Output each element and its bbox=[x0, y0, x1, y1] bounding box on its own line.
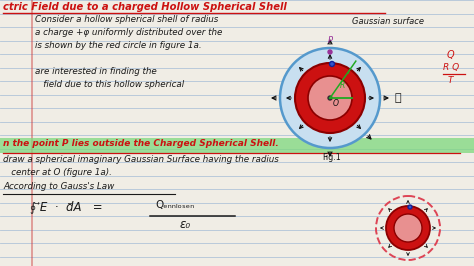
Circle shape bbox=[328, 96, 332, 100]
Text: n the point P lies outside the Charged Spherical Shell.: n the point P lies outside the Charged S… bbox=[3, 139, 279, 148]
Text: Q: Q bbox=[447, 50, 455, 60]
Circle shape bbox=[408, 205, 412, 209]
Text: R Q: R Q bbox=[443, 63, 459, 72]
Circle shape bbox=[328, 50, 332, 54]
Text: ε₀: ε₀ bbox=[180, 218, 191, 231]
Text: are interested in finding the: are interested in finding the bbox=[35, 67, 157, 76]
Text: is shown by the red circle in figure 1a.: is shown by the red circle in figure 1a. bbox=[35, 41, 201, 50]
Text: r: r bbox=[348, 67, 351, 76]
Text: a charge +φ uniformly distributed over the: a charge +φ uniformly distributed over t… bbox=[35, 28, 222, 37]
Text: draw a spherical imaginary Gaussian Surface having the radius: draw a spherical imaginary Gaussian Surf… bbox=[3, 155, 279, 164]
Text: Qₑₙₙₗₒₛₑₙ: Qₑₙₙₗₒₛₑₙ bbox=[155, 200, 194, 210]
Text: According to Gauss's Law: According to Gauss's Law bbox=[3, 182, 114, 191]
Circle shape bbox=[280, 48, 380, 148]
Text: P: P bbox=[328, 36, 333, 45]
Text: Consider a hollow spherical shell of radius: Consider a hollow spherical shell of rad… bbox=[35, 15, 218, 24]
Text: ∮ ⃗E  ·  d⃗A   =: ∮ ⃗E · d⃗A = bbox=[30, 200, 103, 213]
Text: ⓐ: ⓐ bbox=[395, 93, 401, 103]
Circle shape bbox=[329, 61, 335, 66]
Circle shape bbox=[394, 214, 422, 242]
Text: Gaussian surface: Gaussian surface bbox=[352, 17, 424, 26]
Circle shape bbox=[386, 206, 430, 250]
Text: field due to this hollow spherical: field due to this hollow spherical bbox=[35, 80, 184, 89]
Text: center at O (figure 1a).: center at O (figure 1a). bbox=[3, 168, 112, 177]
Text: O: O bbox=[332, 99, 338, 108]
Text: Fig.1: Fig.1 bbox=[322, 153, 341, 162]
Circle shape bbox=[295, 63, 365, 133]
Bar bbox=[0, 138, 474, 153]
Text: R: R bbox=[340, 81, 345, 90]
Text: ctric Field due to a charged Hollow Spherical Shell: ctric Field due to a charged Hollow Sphe… bbox=[3, 2, 287, 12]
Text: T: T bbox=[448, 76, 454, 85]
Circle shape bbox=[308, 76, 352, 120]
